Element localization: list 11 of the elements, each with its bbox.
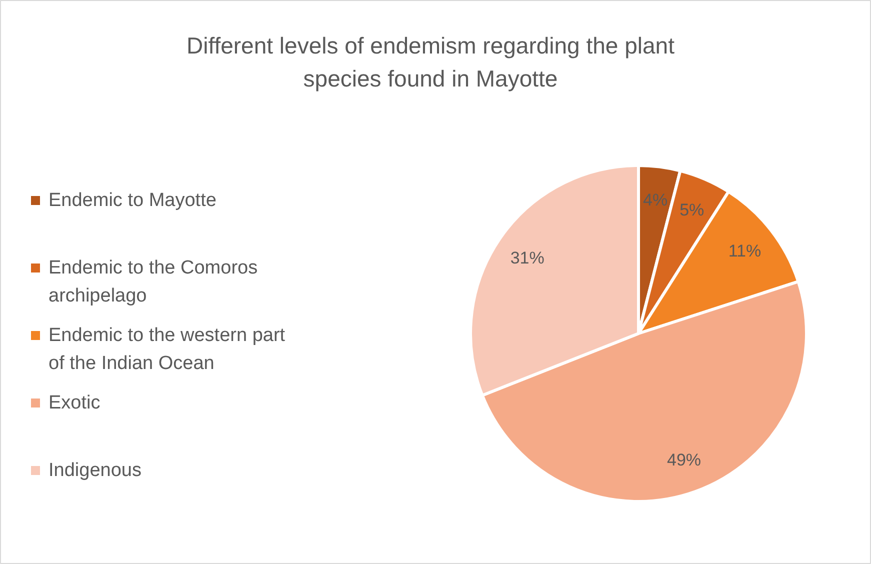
legend-label: Exotic xyxy=(48,392,100,414)
legend-label: Indigenous xyxy=(48,460,142,481)
legend-label: Endemic to the western part of the Indian Ocean xyxy=(48,325,286,374)
data-label: 49% xyxy=(667,450,702,470)
legend-label: Endemic to Mayotte xyxy=(48,190,216,211)
chart-title: Different levels of endemism regarding the plant species found in Mayotte xyxy=(186,32,676,92)
data-label: 5% xyxy=(680,200,704,220)
data-label: 11% xyxy=(728,242,762,261)
data-label: 31% xyxy=(510,248,544,268)
data-label: 4% xyxy=(643,190,668,210)
legend-label: Endemic to the Comoros archipelago xyxy=(48,258,258,306)
